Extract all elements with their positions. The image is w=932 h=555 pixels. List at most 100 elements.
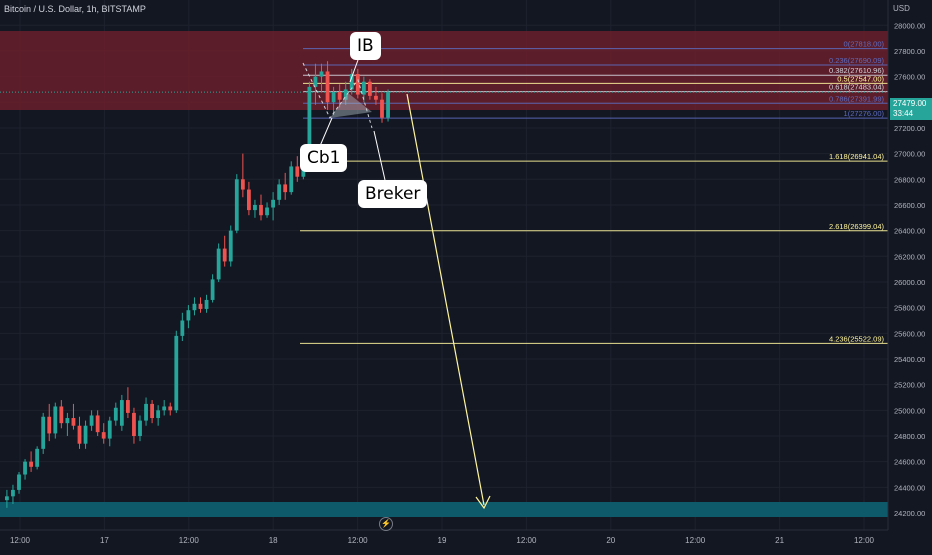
- candle: [113, 402, 118, 426]
- annotation-cb1[interactable]: Cb1: [300, 144, 348, 172]
- candle: [337, 84, 342, 108]
- fib-level-label: 1(27276.00): [844, 109, 885, 118]
- breker-pointer: [373, 130, 386, 181]
- candle-body: [198, 303, 203, 309]
- price-tick-label: 24200.00: [894, 509, 925, 518]
- candle: [89, 410, 94, 431]
- time-axis: 12:00 17 12:00 18 12:00 19 12:00 20 12:00 21 12:00: [0, 529, 888, 545]
- candle: [150, 400, 154, 424]
- symbol-title[interactable]: Bitcoin / U.S. Dollar, 1h, BITSTAMP: [4, 4, 146, 14]
- projection-arrow-head: [475, 495, 491, 510]
- candle: [168, 402, 173, 416]
- price-tick-label: 24800.00: [894, 432, 925, 441]
- time-tick-label: 12:00: [179, 536, 200, 545]
- time-tick-label: 12:00: [348, 536, 369, 545]
- fib-level-label: 1.618(26941.04): [829, 152, 885, 161]
- projection-arrow-line: [406, 93, 485, 506]
- candle: [271, 192, 275, 221]
- candle: [343, 81, 348, 105]
- time-tick-label: 21: [775, 536, 784, 545]
- candle: [374, 86, 378, 105]
- candle-body: [325, 71, 330, 103]
- candle-body: [337, 92, 342, 100]
- candle-body: [162, 406, 167, 411]
- candle: [192, 297, 197, 316]
- time-tick-label: 12:00: [685, 536, 706, 545]
- time-tick-label: 12:00: [516, 536, 537, 545]
- candle-body: [216, 248, 221, 280]
- candle-body: [271, 199, 275, 208]
- candle-body: [277, 184, 282, 200]
- candle-body: [283, 184, 288, 193]
- demand-zone: [0, 502, 888, 517]
- candle-body: [380, 99, 384, 118]
- price-axis-background: [888, 0, 932, 550]
- candle: [265, 202, 269, 218]
- candle-body: [355, 74, 360, 95]
- price-tick-label: 26400.00: [894, 227, 925, 236]
- candle-body: [361, 81, 366, 95]
- candle-body: [331, 92, 336, 103]
- candle-body: [113, 407, 118, 421]
- annotation-ib[interactable]: IB: [350, 32, 381, 60]
- candle-body: [174, 335, 179, 411]
- candle: [234, 174, 239, 234]
- price-tick-label: 25000.00: [894, 406, 925, 415]
- price-tick-label: 26600.00: [894, 201, 925, 210]
- candle-body: [23, 461, 27, 475]
- candle: [65, 412, 70, 436]
- candle: [47, 403, 52, 442]
- lightning-icon[interactable]: ⚡: [379, 517, 393, 531]
- candle: [283, 172, 288, 200]
- annotation-breker[interactable]: Breker: [358, 180, 428, 208]
- candle: [156, 405, 161, 426]
- candle: [380, 93, 384, 123]
- price-tick-label: 27200.00: [894, 124, 925, 133]
- candlestick-series: [5, 61, 390, 508]
- price-tick-label: 26200.00: [894, 252, 925, 261]
- price-tick-label: 27000.00: [894, 150, 925, 159]
- candle: [180, 312, 185, 342]
- candle-body: [132, 412, 136, 436]
- candle: [253, 199, 257, 218]
- candle: [162, 400, 167, 416]
- candle-body: [234, 179, 239, 231]
- candle: [313, 63, 318, 105]
- current-price-tag: 27479.00 33:44: [890, 98, 932, 120]
- price-tick-label: 25800.00: [894, 304, 925, 313]
- price-tick-label: 27800.00: [894, 47, 925, 56]
- fib-level-label: 0.786(27391.99): [829, 94, 885, 103]
- chart-drawings: [302, 59, 491, 510]
- candle-body: [83, 425, 88, 444]
- candle: [95, 410, 100, 436]
- price-tick-label: 26800.00: [894, 175, 925, 184]
- candle-body: [65, 418, 70, 424]
- candle: [35, 446, 40, 470]
- time-tick-label: 18: [269, 536, 278, 545]
- candle: [295, 156, 300, 182]
- candle: [277, 179, 282, 205]
- candle: [83, 420, 88, 449]
- candle: [59, 400, 64, 429]
- candle-body: [95, 415, 100, 433]
- candle: [53, 402, 58, 439]
- candle: [289, 161, 294, 195]
- candle-body: [35, 448, 40, 467]
- candle: [126, 387, 130, 419]
- candle-body: [53, 406, 58, 434]
- candle-body: [386, 92, 390, 118]
- candle-body: [307, 86, 312, 161]
- price-tick-label: 25200.00: [894, 381, 925, 390]
- candle-body: [156, 410, 161, 419]
- candle-body: [240, 179, 245, 190]
- current-price-value: 27479.00: [893, 99, 927, 108]
- candle: [107, 416, 112, 447]
- candle: [138, 415, 142, 442]
- candle-body: [5, 496, 9, 501]
- fib-level-label: 0.5(27547.00): [837, 74, 884, 83]
- fib-level-label: 0.236(27690.09): [829, 56, 885, 65]
- candle-body: [29, 461, 33, 467]
- candle: [386, 89, 390, 122]
